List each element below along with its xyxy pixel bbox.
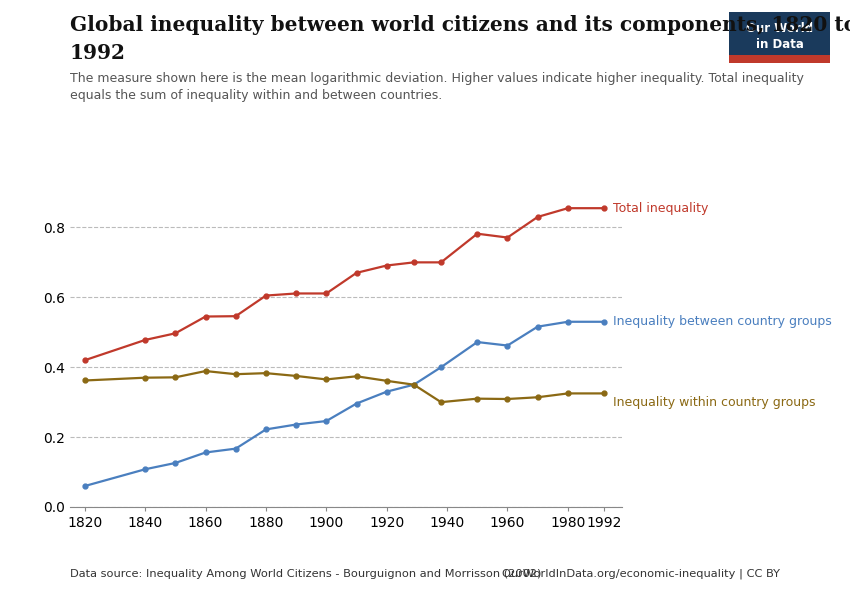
Text: Inequality within country groups: Inequality within country groups	[613, 395, 816, 409]
Text: Inequality between country groups: Inequality between country groups	[613, 315, 832, 328]
Text: in Data: in Data	[756, 38, 803, 51]
Text: OurWorldInData.org/economic-inequality | CC BY: OurWorldInData.org/economic-inequality |…	[502, 569, 780, 579]
Text: The measure shown here is the mean logarithmic deviation. Higher values indicate: The measure shown here is the mean logar…	[70, 72, 803, 102]
Text: Total inequality: Total inequality	[613, 202, 709, 215]
Text: 1992: 1992	[70, 43, 126, 63]
Text: Data source: Inequality Among World Citizens - Bourguignon and Morrisson (2002): Data source: Inequality Among World Citi…	[70, 569, 541, 579]
Text: Global inequality between world citizens and its components, 1820 to: Global inequality between world citizens…	[70, 15, 850, 35]
Text: Our World: Our World	[746, 22, 813, 35]
